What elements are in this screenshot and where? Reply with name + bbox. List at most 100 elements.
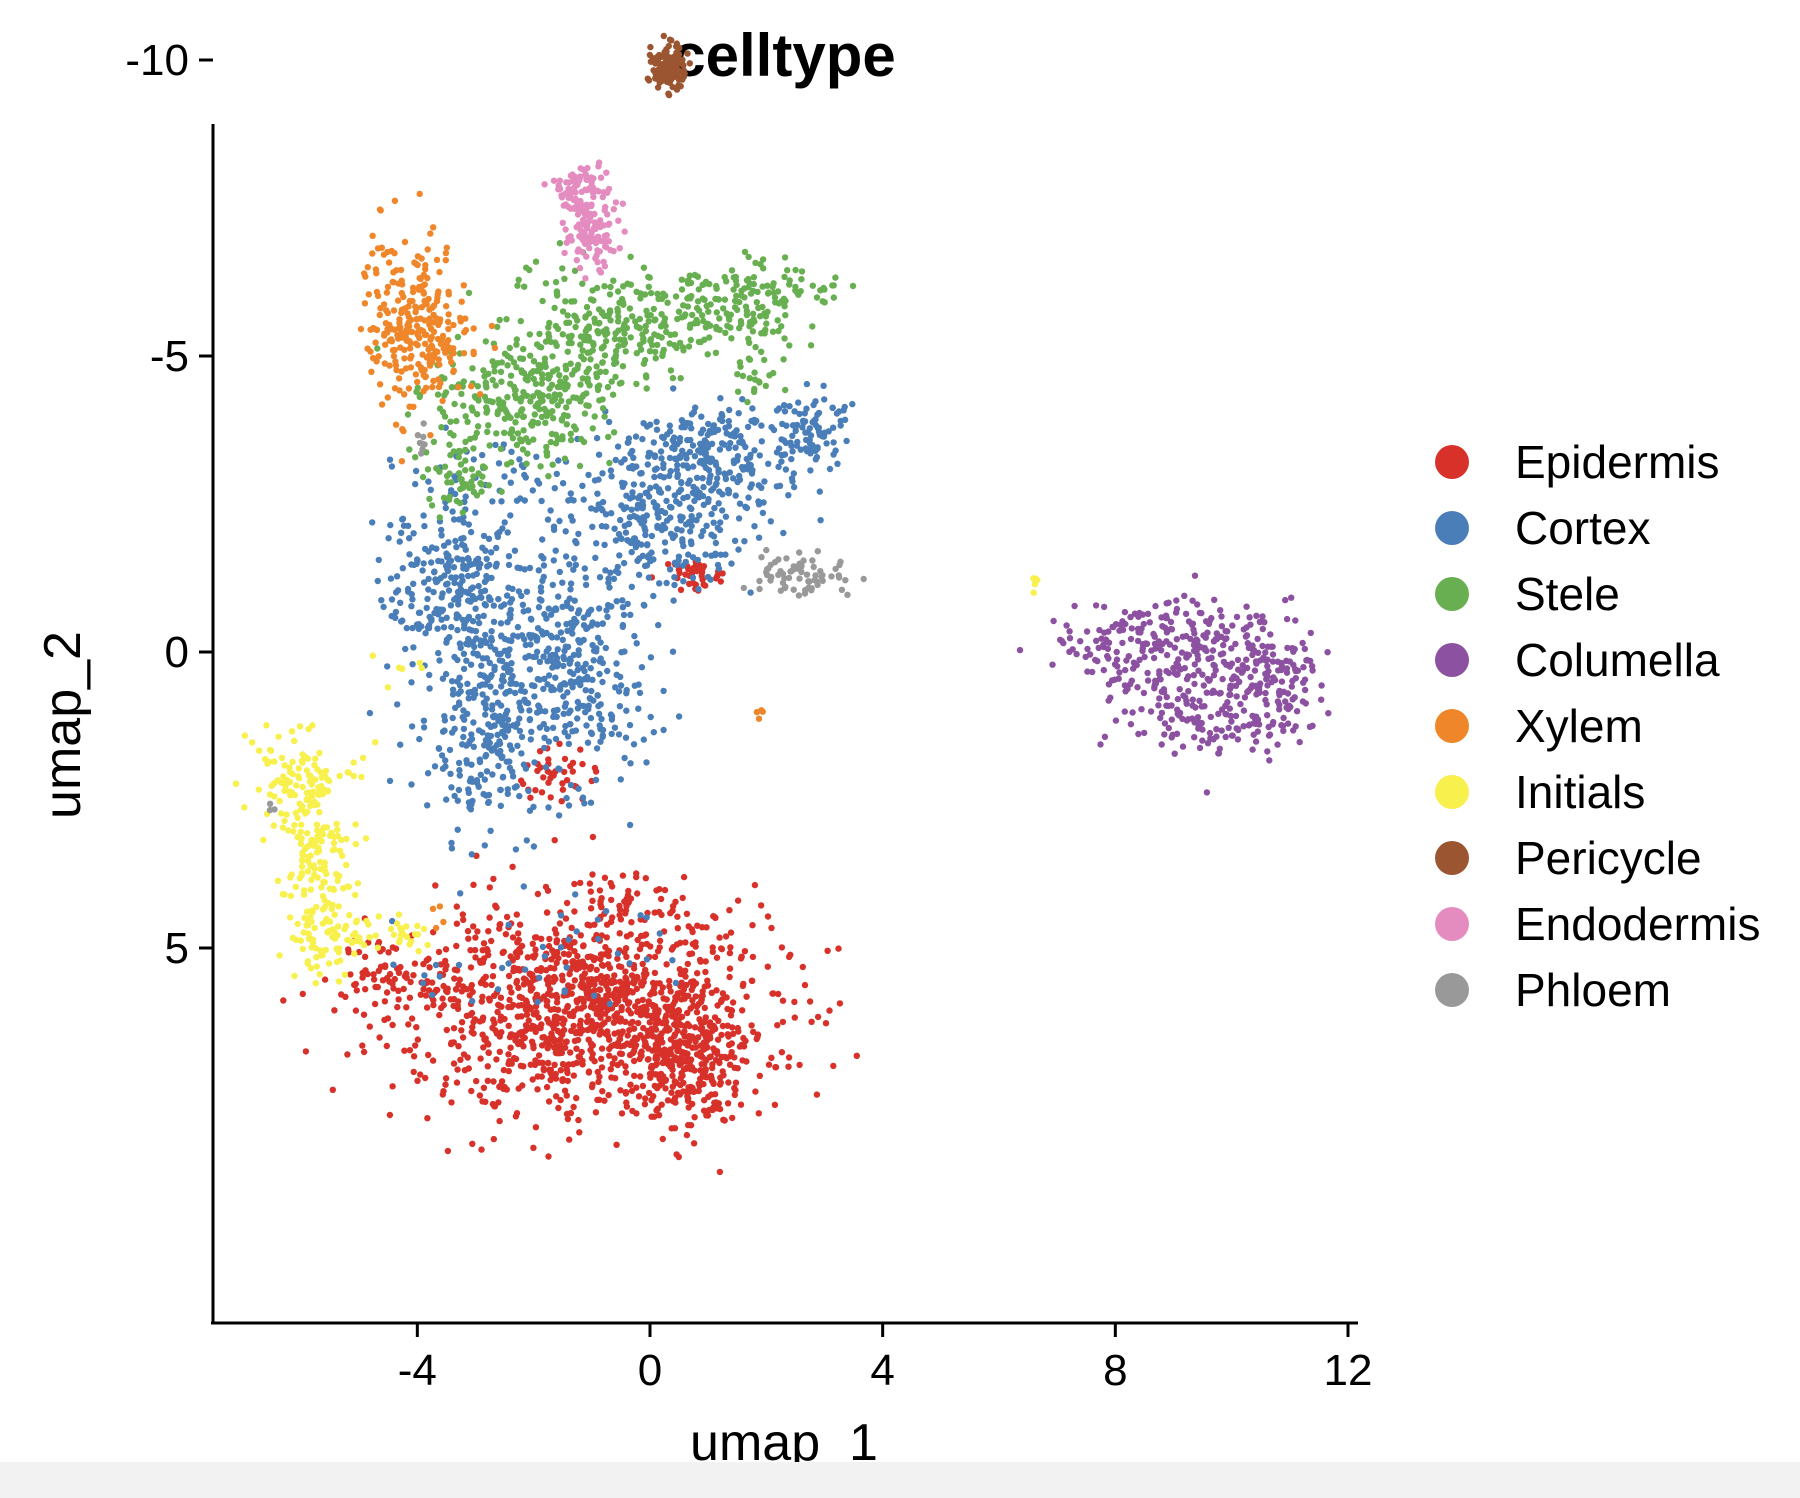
point-stele xyxy=(504,362,511,369)
point-epidermis xyxy=(611,972,618,979)
point-stele xyxy=(706,280,713,288)
point-initials xyxy=(316,809,323,816)
point-cortex xyxy=(549,581,556,589)
point-columella xyxy=(1227,712,1235,720)
point-epidermis xyxy=(645,1056,652,1063)
point-epidermis xyxy=(535,1052,543,1059)
point-cortex xyxy=(561,647,568,654)
point-initials xyxy=(294,833,301,841)
point-epidermis xyxy=(547,775,554,782)
point-cortex xyxy=(458,535,465,542)
point-initials xyxy=(343,861,350,869)
point-epidermis xyxy=(684,960,691,968)
point-cortex xyxy=(559,603,566,610)
point-epidermis xyxy=(577,1017,584,1024)
point-stele xyxy=(512,419,519,426)
point-columella xyxy=(1066,635,1074,642)
point-epidermis xyxy=(490,992,498,999)
point-cortex xyxy=(666,566,674,573)
point-cortex xyxy=(499,774,507,781)
point-cortex xyxy=(655,621,662,629)
point-cortex xyxy=(662,548,669,555)
point-cortex xyxy=(636,492,644,500)
point-epidermis xyxy=(321,976,329,983)
point-columella xyxy=(1301,645,1309,653)
point-epidermis xyxy=(496,1002,503,1009)
point-initials xyxy=(289,758,296,766)
point-cortex xyxy=(531,682,538,690)
point-epidermis xyxy=(485,995,493,1002)
point-xylem xyxy=(394,297,402,304)
point-cortex xyxy=(543,725,551,733)
point-epidermis xyxy=(714,1050,721,1058)
point-columella xyxy=(1196,697,1203,704)
point-epidermis xyxy=(676,1047,684,1055)
point-cortex xyxy=(551,485,558,492)
point-cortex xyxy=(614,443,622,450)
point-initials xyxy=(294,814,301,821)
point-cortex xyxy=(790,470,797,477)
point-cortex xyxy=(504,790,511,798)
point-epidermis xyxy=(603,921,611,928)
point-stele xyxy=(585,325,593,332)
point-columella xyxy=(1290,648,1297,655)
point-stele xyxy=(436,405,444,412)
point-epidermis xyxy=(637,1050,644,1058)
point-epidermis xyxy=(562,915,570,922)
point-epidermis xyxy=(444,1147,452,1155)
point-epidermis xyxy=(652,1045,659,1052)
point-cortex xyxy=(669,957,676,964)
point-cortex xyxy=(643,914,650,921)
point-xylem xyxy=(414,341,421,349)
point-cortex xyxy=(816,488,823,495)
point-cortex xyxy=(501,519,508,526)
point-cortex xyxy=(535,604,543,611)
point-cortex xyxy=(742,503,749,510)
point-epidermis xyxy=(614,1061,621,1069)
point-epidermis xyxy=(577,932,584,939)
point-epidermis xyxy=(420,960,427,968)
point-epidermis xyxy=(571,977,578,984)
point-epidermis xyxy=(381,1016,388,1024)
point-cortex xyxy=(596,670,603,678)
point-cortex xyxy=(387,521,394,529)
point-stele xyxy=(494,360,501,367)
point-cortex xyxy=(444,563,452,570)
point-xylem xyxy=(384,283,392,291)
point-epidermis xyxy=(526,970,534,977)
point-epidermis xyxy=(611,995,618,1002)
point-stele xyxy=(627,334,634,341)
point-xylem xyxy=(420,271,427,279)
point-stele xyxy=(520,369,528,377)
point-cortex xyxy=(695,447,702,454)
point-cortex xyxy=(404,522,412,529)
point-stele xyxy=(614,305,621,313)
point-cortex xyxy=(803,380,811,388)
point-cortex xyxy=(483,555,490,563)
point-cortex xyxy=(425,478,432,485)
point-cortex xyxy=(420,724,428,731)
point-epidermis xyxy=(471,946,479,954)
point-cortex xyxy=(444,580,451,587)
point-epidermis xyxy=(654,1084,661,1092)
point-epidermis xyxy=(588,1041,595,1049)
point-epidermis xyxy=(474,928,481,935)
point-initials xyxy=(241,732,249,739)
point-epidermis xyxy=(413,1023,420,1031)
point-columella xyxy=(1278,722,1285,729)
point-xylem xyxy=(422,373,429,380)
point-cortex xyxy=(465,689,472,696)
point-cortex xyxy=(567,586,574,593)
point-cortex xyxy=(664,485,672,492)
point-cortex xyxy=(686,477,693,484)
point-xylem xyxy=(412,303,419,310)
point-epidermis xyxy=(796,1061,803,1069)
point-cortex xyxy=(502,690,509,697)
point-cortex xyxy=(508,660,515,667)
point-stele xyxy=(457,485,464,493)
point-epidermis xyxy=(580,1003,588,1010)
point-cortex xyxy=(516,727,524,735)
point-epidermis xyxy=(563,1038,570,1045)
point-cortex xyxy=(482,639,490,646)
point-cortex xyxy=(666,422,673,429)
